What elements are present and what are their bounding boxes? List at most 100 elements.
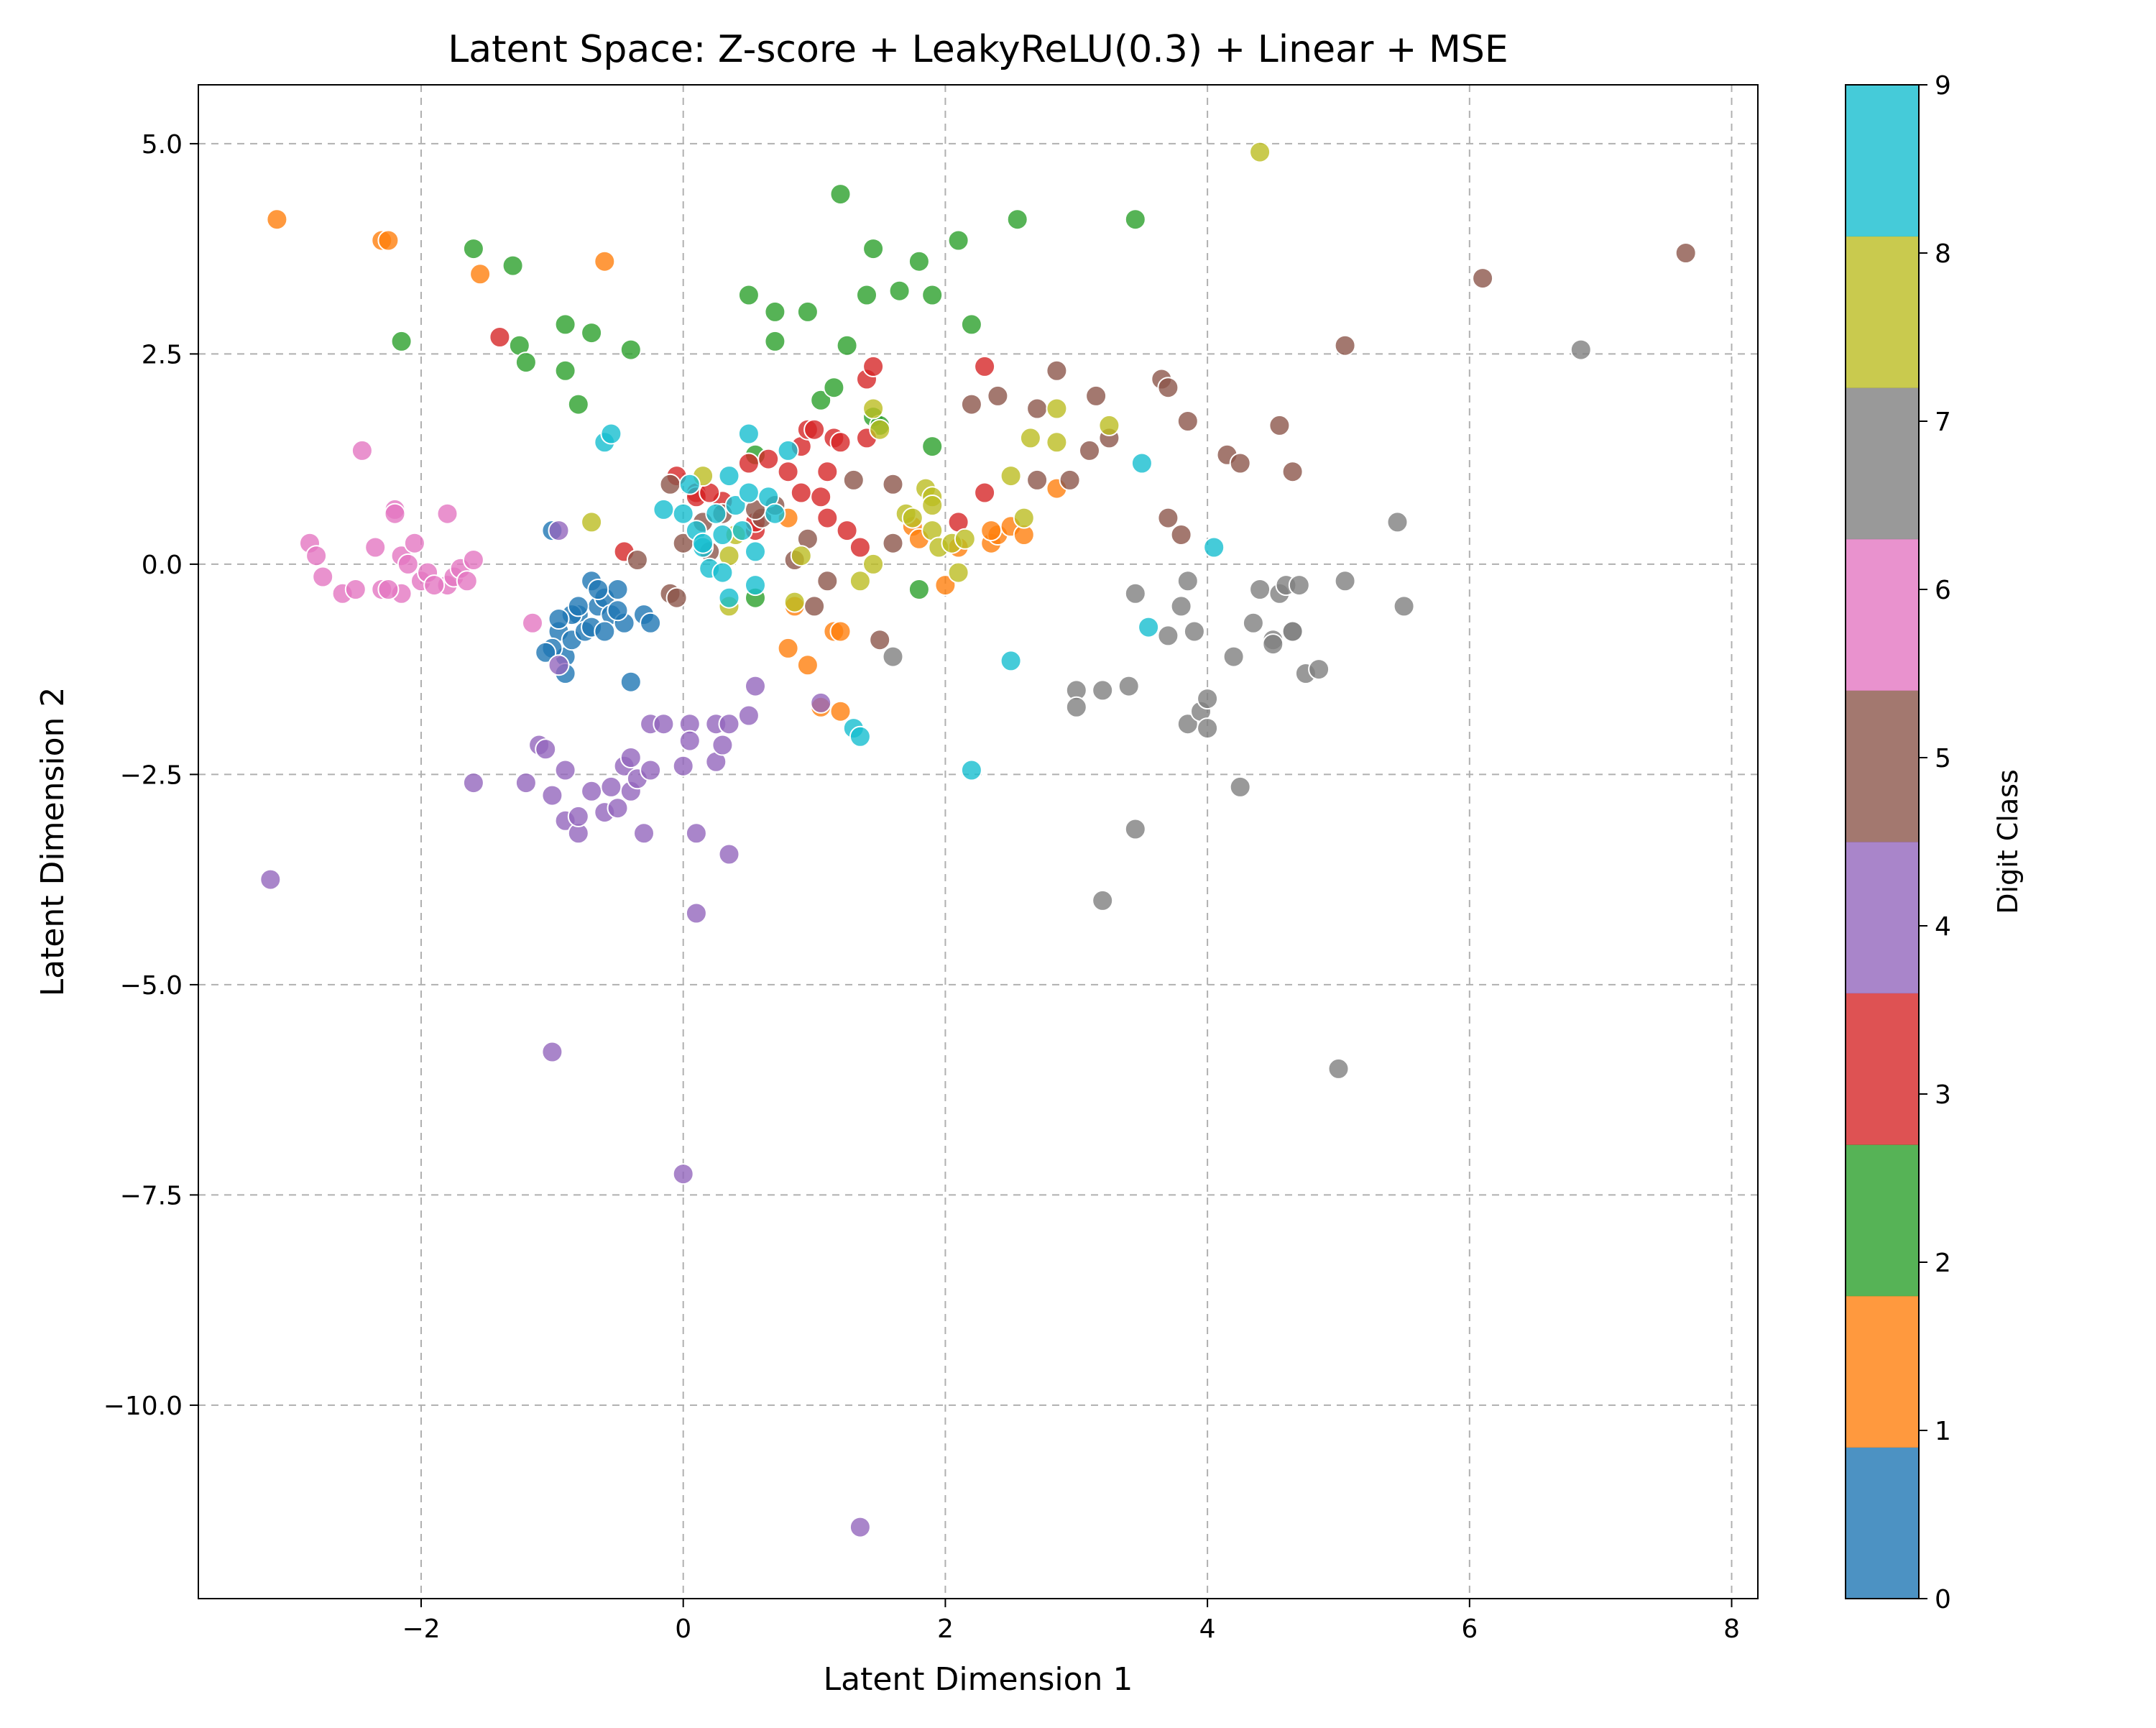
data-point-class-5 [1268, 414, 1291, 436]
data-point-class-7 [1570, 339, 1592, 361]
data-point-class-7 [1065, 696, 1087, 718]
data-point-class-5 [816, 570, 839, 592]
data-point-class-2 [462, 238, 484, 260]
data-point-class-3 [849, 536, 871, 559]
data-point-class-6 [384, 502, 406, 525]
colorbar: 0 1 2 3 4 5 6 7 8 9 [1845, 71, 1951, 1614]
data-point-class-7 [1124, 582, 1146, 605]
data-point-class-4 [685, 902, 707, 924]
data-point-class-9 [672, 502, 694, 525]
colorbar-segment-6 [1846, 538, 1919, 691]
data-point-class-5 [803, 595, 826, 617]
data-point-class-7 [1334, 570, 1356, 592]
data-point-class-4 [745, 675, 766, 697]
data-point-class-2 [554, 359, 576, 382]
data-point-class-5 [1026, 397, 1049, 420]
colorbar-segment-1 [1846, 1295, 1919, 1448]
data-point-class-4 [619, 747, 642, 768]
colorbar-frame [1845, 84, 1920, 1599]
data-point-class-0 [619, 671, 642, 693]
data-point-class-1 [796, 654, 819, 676]
colorbar-tick-label: 5 [1935, 744, 1951, 773]
data-point-class-6 [305, 545, 328, 567]
data-point-class-3 [777, 461, 799, 483]
data-point-class-9 [705, 502, 727, 525]
data-point-class-8 [1000, 465, 1022, 487]
data-point-class-7 [1386, 511, 1409, 533]
colorbar-tick-label: 3 [1935, 1080, 1951, 1110]
data-point-class-9 [764, 502, 786, 525]
x-tick-label: 4 [1199, 1614, 1216, 1644]
data-point-class-5 [869, 629, 891, 651]
data-point-class-3 [489, 326, 511, 348]
data-point-class-4 [685, 822, 707, 845]
data-point-class-4 [718, 843, 740, 865]
data-point-class-9 [678, 473, 701, 495]
data-point-class-9 [960, 759, 982, 781]
data-point-class-5 [1229, 452, 1251, 474]
data-point-class-6 [403, 532, 425, 554]
plot-frame [198, 84, 1759, 1599]
data-point-class-8 [1013, 507, 1035, 529]
data-point-class-1 [829, 620, 852, 643]
data-point-class-8 [581, 511, 603, 533]
data-point-class-5 [1334, 334, 1356, 357]
data-point-class-5 [960, 393, 982, 415]
data-point-class-0 [548, 608, 570, 630]
data-point-class-3 [816, 507, 839, 529]
data-point-class-5 [987, 385, 1009, 407]
data-point-class-2 [502, 254, 524, 277]
data-point-class-9 [1203, 536, 1225, 559]
data-point-class-6 [312, 566, 334, 588]
data-point-class-9 [849, 725, 871, 748]
data-point-class-7 [1092, 679, 1114, 702]
data-point-class-1 [934, 574, 957, 597]
data-point-class-5 [1170, 524, 1192, 546]
data-point-class-2 [836, 334, 858, 357]
data-point-class-9 [692, 532, 714, 554]
colorbar-tick-label: 4 [1935, 912, 1951, 942]
data-point-class-7 [1281, 620, 1304, 643]
data-point-class-4 [581, 780, 603, 802]
data-point-class-9 [711, 561, 734, 584]
data-point-class-1 [829, 700, 852, 722]
data-point-class-1 [594, 250, 616, 272]
data-point-class-6 [351, 439, 373, 461]
data-point-class-0 [594, 620, 616, 643]
colorbar-tick-label: 7 [1935, 408, 1951, 437]
data-point-class-4 [810, 691, 832, 714]
data-point-class-4 [548, 520, 570, 542]
data-point-class-8 [954, 528, 976, 550]
data-point-class-4 [737, 704, 760, 727]
data-point-class-9 [718, 465, 740, 487]
data-point-class-5 [1079, 439, 1100, 461]
y-axis-label: Latent Dimension 2 [34, 687, 71, 997]
colorbar-segment-2 [1846, 1144, 1919, 1297]
data-point-class-2 [737, 284, 760, 306]
colorbar-segment-7 [1846, 387, 1919, 540]
data-point-class-2 [888, 280, 911, 302]
data-point-class-5 [882, 473, 904, 495]
x-tick-label: 8 [1723, 1614, 1740, 1644]
colorbar-segment-4 [1846, 842, 1919, 994]
data-point-class-2 [829, 183, 852, 206]
data-point-class-9 [737, 423, 760, 445]
data-point-class-8 [790, 545, 812, 567]
data-point-class-7 [882, 645, 904, 668]
data-point-class-7 [1249, 579, 1271, 600]
data-point-class-2 [515, 351, 537, 374]
data-point-class-8 [869, 418, 891, 441]
data-point-class-2 [554, 313, 576, 336]
data-point-class-7 [1183, 620, 1205, 643]
data-point-class-3 [829, 431, 852, 454]
data-point-class-9 [731, 520, 753, 542]
data-point-class-2 [862, 238, 885, 260]
data-point-class-5 [1026, 469, 1049, 491]
data-point-class-9 [1000, 650, 1022, 672]
data-point-class-9 [745, 541, 766, 563]
data-point-class-7 [1170, 595, 1192, 617]
y-tick-label: 2.5 [142, 340, 183, 369]
data-point-class-3 [836, 520, 858, 542]
colorbar-label: Digit Class [1992, 769, 2024, 914]
